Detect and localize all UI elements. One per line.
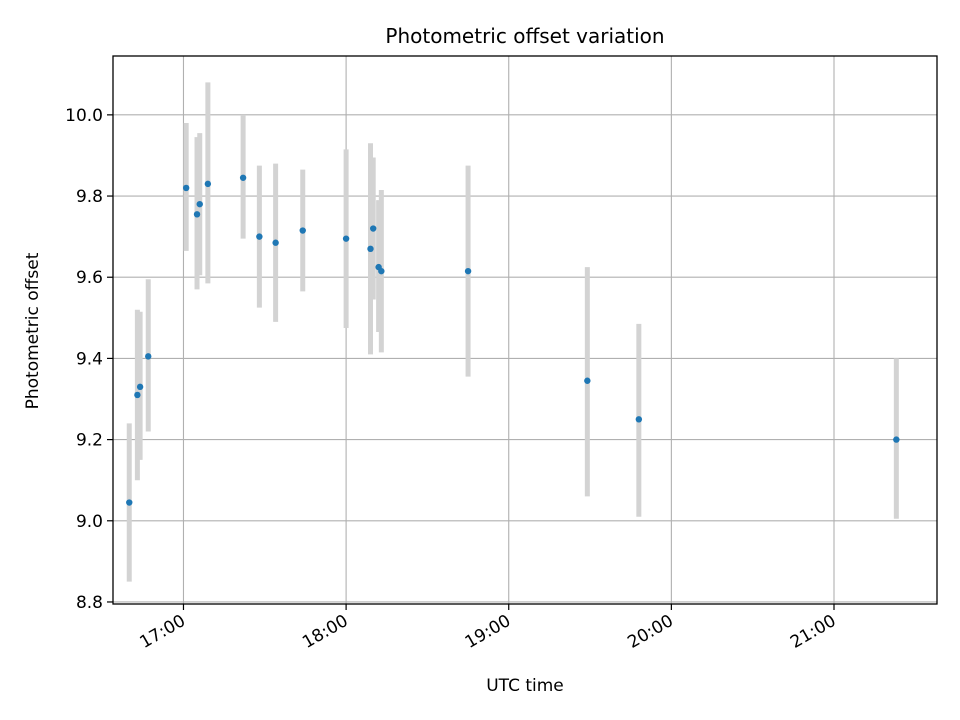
data-point (464, 267, 472, 275)
data-point (136, 383, 144, 391)
x-axis-label: UTC time (486, 676, 564, 696)
data-point (370, 225, 377, 232)
data-point (299, 227, 306, 234)
data-points (126, 174, 900, 506)
data-point (367, 245, 374, 253)
data-point (204, 180, 212, 188)
y-axis-label: Photometric offset (23, 252, 43, 409)
data-point (126, 499, 133, 506)
data-point (635, 416, 643, 423)
y-tick-label: 9.2 (76, 431, 103, 451)
y-tick-label: 9.6 (76, 268, 103, 288)
y-tick-label: 10.0 (65, 106, 103, 126)
data-point (145, 353, 152, 360)
data-point (272, 239, 279, 246)
data-point (342, 235, 350, 242)
data-point (196, 200, 203, 208)
data-point (182, 184, 190, 192)
y-tick-label: 9.8 (76, 187, 103, 207)
grid (113, 56, 937, 604)
y-tick-label: 9.0 (76, 512, 103, 532)
y-tick-label: 8.8 (76, 593, 103, 613)
chart-title: Photometric offset variation (385, 24, 664, 48)
data-point (239, 174, 247, 181)
data-point (378, 267, 385, 275)
data-point (584, 377, 591, 384)
data-point (134, 391, 141, 399)
y-tick-label: 9.4 (76, 349, 103, 369)
axes-frame (112, 55, 938, 605)
data-point (256, 233, 263, 240)
data-point (193, 211, 201, 218)
data-point (893, 436, 900, 443)
